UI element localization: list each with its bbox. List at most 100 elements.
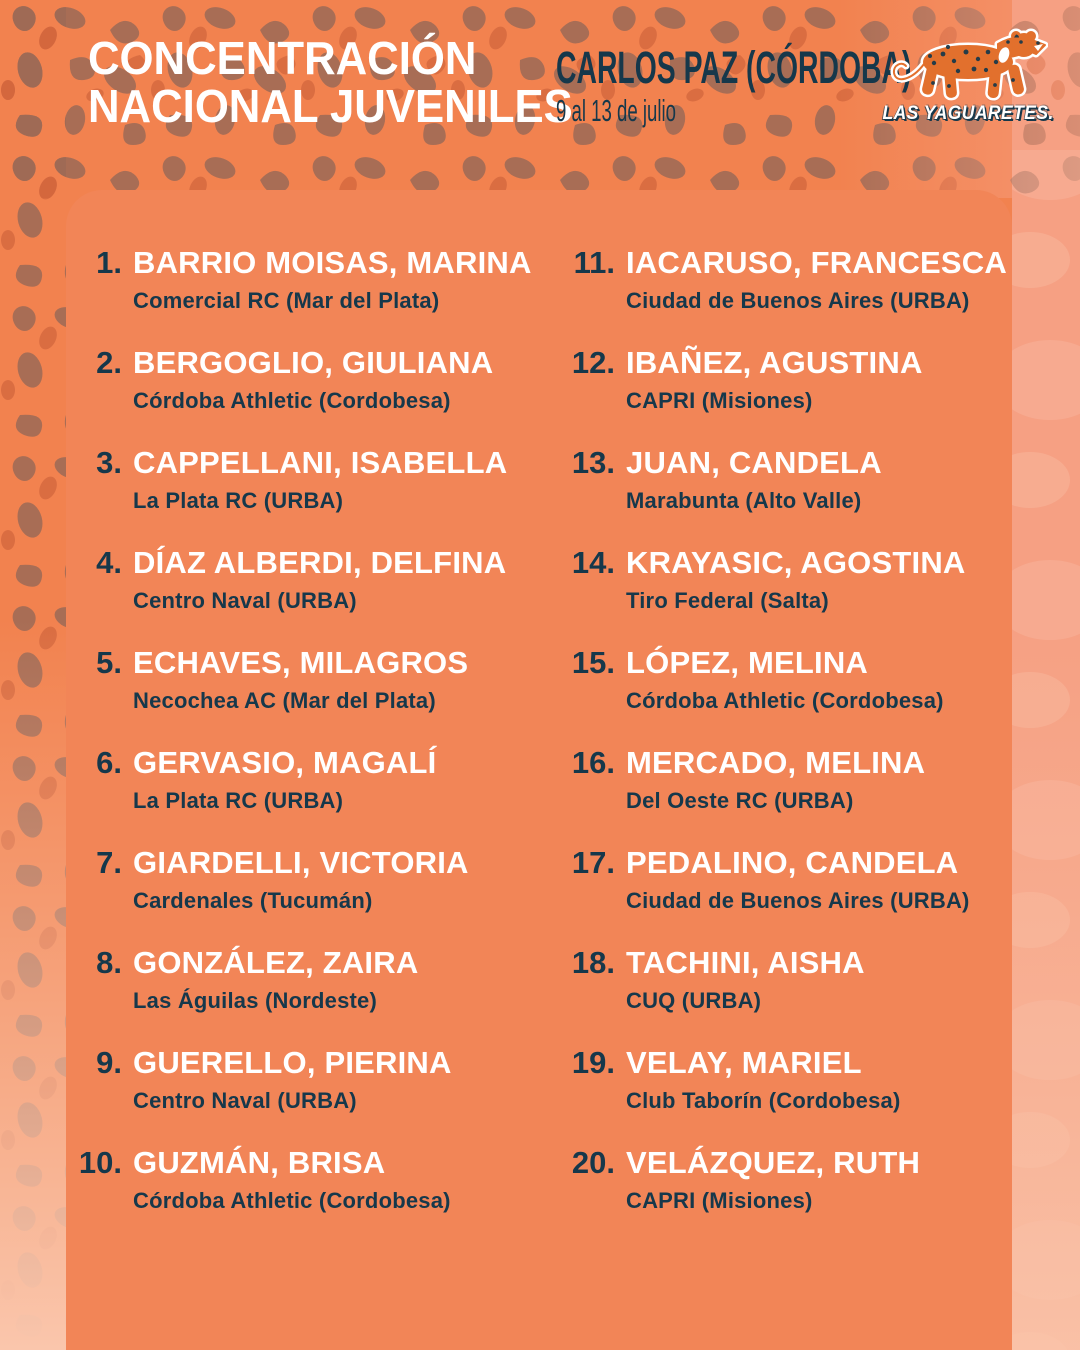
player-text: VELAY, MARIEL Club Taborín (Cordobesa) [626, 1046, 1012, 1113]
player-number: 17. [571, 845, 615, 880]
player-text: GIARDELLI, VICTORIA Cardenales (Tucumán) [133, 846, 539, 913]
player-item: 8. GONZÁLEZ, ZAIRA Las Águilas (Nordeste… [66, 946, 539, 1013]
roster-column-right: 11. IACARUSO, FRANCESCA Ciudad de Buenos… [539, 246, 1012, 1246]
player-number: 3. [96, 445, 122, 480]
player-name: TACHINI, AISHA [626, 945, 865, 980]
player-number: 11. [573, 245, 615, 280]
page-title: CONCENTRACIÓN NACIONAL JUVENILES [88, 34, 573, 130]
player-name: DÍAZ ALBERDI, DELFINA [133, 545, 507, 580]
player-number: 12. [571, 345, 615, 380]
player-name: IBAÑEZ, AGUSTINA [626, 345, 923, 380]
brand-name: LAS YAGUARETES. [882, 103, 1054, 124]
player-name: BERGOGLIO, GIULIANA [133, 345, 494, 380]
player-text: BARRIO MOISAS, MARINA Comercial RC (Mar … [133, 246, 539, 313]
player-item: 12. IBAÑEZ, AGUSTINA CAPRI (Misiones) [539, 346, 1012, 413]
player-item: 18. TACHINI, AISHA CUQ (URBA) [539, 946, 1012, 1013]
player-text: VELÁZQUEZ, RUTH CAPRI (Misiones) [626, 1146, 1012, 1213]
player-text: KRAYASIC, AGOSTINA Tiro Federal (Salta) [626, 546, 1012, 613]
player-club: Córdoba Athletic (Cordobesa) [133, 388, 451, 413]
player-item: 16. MERCADO, MELINA Del Oeste RC (URBA) [539, 746, 1012, 813]
player-name: IACARUSO, FRANCESCA [626, 245, 1007, 280]
player-club: Comercial RC (Mar del Plata) [133, 288, 440, 313]
roster-panel: 1. BARRIO MOISAS, MARINA Comercial RC (M… [66, 190, 1012, 1350]
player-item: 2. BERGOGLIO, GIULIANA Córdoba Athletic … [66, 346, 539, 413]
player-name: JUAN, CANDELA [626, 445, 882, 480]
player-number: 19. [571, 1045, 615, 1080]
player-club: Las Águilas (Nordeste) [133, 988, 378, 1013]
page-title-line1: CONCENTRACIÓN [88, 32, 477, 84]
player-name: GIARDELLI, VICTORIA [133, 845, 469, 880]
player-number: 16. [571, 745, 615, 780]
player-number: 18. [571, 945, 615, 980]
player-club: Centro Naval (URBA) [133, 1088, 357, 1113]
player-club: Tiro Federal (Salta) [626, 588, 829, 613]
player-name: GERVASIO, MAGALÍ [133, 745, 437, 780]
player-list: 1. BARRIO MOISAS, MARINA Comercial RC (M… [66, 190, 1012, 1246]
player-club: La Plata RC (URBA) [133, 788, 344, 813]
player-number: 2. [96, 345, 122, 380]
player-number: 14. [571, 545, 615, 580]
player-club: La Plata RC (URBA) [133, 488, 344, 513]
player-club: Cardenales (Tucumán) [133, 888, 373, 913]
player-club: Del Oeste RC (URBA) [626, 788, 854, 813]
team-logo: LAS YAGUARETES. [882, 28, 1054, 125]
player-name: PEDALINO, CANDELA [626, 845, 959, 880]
player-club: Necochea AC (Mar del Plata) [133, 688, 436, 713]
player-item: 3. CAPPELLANI, ISABELLA La Plata RC (URB… [66, 446, 539, 513]
event-info: CARLOS PAZ (CÓRDOBA) 9 al 13 de julio [556, 44, 1080, 129]
player-club: Marabunta (Alto Valle) [626, 488, 862, 513]
player-text: JUAN, CANDELA Marabunta (Alto Valle) [626, 446, 1012, 513]
player-club: Club Taborín (Cordobesa) [626, 1088, 901, 1113]
player-item: 10. GUZMÁN, BRISA Córdoba Athletic (Cord… [66, 1146, 539, 1213]
player-club: CAPRI (Misiones) [626, 388, 813, 413]
player-text: MERCADO, MELINA Del Oeste RC (URBA) [626, 746, 1012, 813]
player-item: 11. IACARUSO, FRANCESCA Ciudad de Buenos… [539, 246, 1012, 313]
player-club: CAPRI (Misiones) [626, 1188, 813, 1213]
player-text: BERGOGLIO, GIULIANA Córdoba Athletic (Co… [133, 346, 539, 413]
player-name: CAPPELLANI, ISABELLA [133, 445, 508, 480]
player-item: 5. ECHAVES, MILAGROS Necochea AC (Mar de… [66, 646, 539, 713]
player-number: 13. [571, 445, 615, 480]
player-club: CUQ (URBA) [626, 988, 762, 1013]
player-number: 1. [96, 245, 122, 280]
event-dates: 9 al 13 de julio [556, 93, 676, 128]
player-item: 14. KRAYASIC, AGOSTINA Tiro Federal (Sal… [539, 546, 1012, 613]
player-text: GUZMÁN, BRISA Córdoba Athletic (Cordobes… [133, 1146, 539, 1213]
player-text: GERVASIO, MAGALÍ La Plata RC (URBA) [133, 746, 539, 813]
player-number: 20. [571, 1145, 615, 1180]
player-item: 1. BARRIO MOISAS, MARINA Comercial RC (M… [66, 246, 539, 313]
page-title-line2: NACIONAL JUVENILES [88, 80, 573, 132]
player-number: 10. [78, 1145, 122, 1180]
player-name: LÓPEZ, MELINA [626, 645, 868, 680]
player-number: 15. [571, 645, 615, 680]
player-club: Córdoba Athletic (Cordobesa) [133, 1188, 451, 1213]
player-number: 9. [96, 1045, 122, 1080]
player-club: Córdoba Athletic (Cordobesa) [626, 688, 944, 713]
player-item: 13. JUAN, CANDELA Marabunta (Alto Valle) [539, 446, 1012, 513]
player-item: 19. VELAY, MARIEL Club Taborín (Cordobes… [539, 1046, 1012, 1113]
player-item: 17. PEDALINO, CANDELA Ciudad de Buenos A… [539, 846, 1012, 913]
player-text: DÍAZ ALBERDI, DELFINA Centro Naval (URBA… [133, 546, 539, 613]
player-text: PEDALINO, CANDELA Ciudad de Buenos Aires… [626, 846, 1012, 913]
player-name: GUZMÁN, BRISA [133, 1145, 386, 1180]
player-number: 8. [96, 945, 122, 980]
player-text: CAPPELLANI, ISABELLA La Plata RC (URBA) [133, 446, 539, 513]
jaguar-icon [888, 28, 1048, 102]
player-text: LÓPEZ, MELINA Córdoba Athletic (Cordobes… [626, 646, 1012, 713]
player-name: KRAYASIC, AGOSTINA [626, 545, 966, 580]
player-item: 9. GUERELLO, PIERINA Centro Naval (URBA) [66, 1046, 539, 1113]
player-item: 20. VELÁZQUEZ, RUTH CAPRI (Misiones) [539, 1146, 1012, 1213]
player-name: MERCADO, MELINA [626, 745, 926, 780]
player-number: 7. [96, 845, 122, 880]
roster-column-left: 1. BARRIO MOISAS, MARINA Comercial RC (M… [66, 246, 539, 1246]
player-text: IACARUSO, FRANCESCA Ciudad de Buenos Air… [626, 246, 1012, 313]
player-name: BARRIO MOISAS, MARINA [133, 245, 532, 280]
player-number: 6. [96, 745, 122, 780]
player-name: ECHAVES, MILAGROS [133, 645, 469, 680]
player-item: 7. GIARDELLI, VICTORIA Cardenales (Tucum… [66, 846, 539, 913]
player-name: VELÁZQUEZ, RUTH [626, 1145, 921, 1180]
event-location: CARLOS PAZ (CÓRDOBA) [556, 42, 912, 93]
player-item: 6. GERVASIO, MAGALÍ La Plata RC (URBA) [66, 746, 539, 813]
player-text: TACHINI, AISHA CUQ (URBA) [626, 946, 1012, 1013]
